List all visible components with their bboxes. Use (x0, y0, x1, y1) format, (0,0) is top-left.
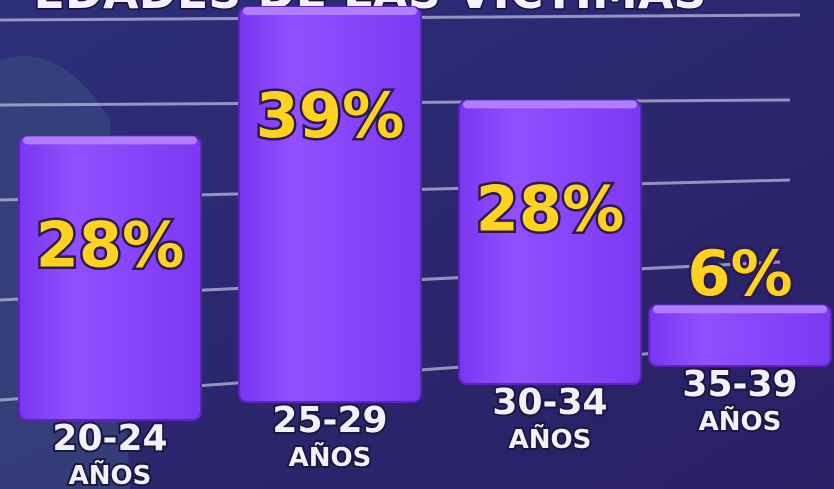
bar (648, 304, 832, 368)
bar-top (463, 100, 637, 109)
bar-top (653, 305, 827, 314)
x-tick-label: 30-34 AÑOS (492, 382, 607, 455)
x-tick-label: 25-29 AÑOS (272, 400, 387, 473)
bar-top (243, 7, 417, 15)
x-tick-label: 20-24 AÑOS (52, 418, 167, 489)
value-label: 28% (36, 208, 184, 281)
value-label: 28% (476, 172, 624, 245)
x-tick-label: 35-39 AÑOS (682, 364, 797, 437)
bar-top (23, 136, 197, 145)
value-label: 6% (687, 237, 792, 310)
value-label: 39% (256, 79, 404, 152)
bar (238, 6, 422, 403)
